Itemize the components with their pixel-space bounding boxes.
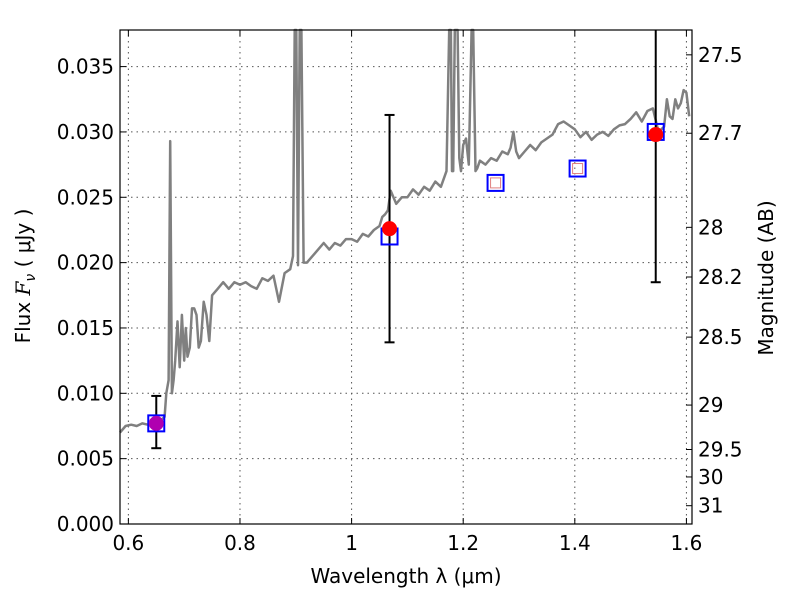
y2-tick-label: 29.5 bbox=[698, 438, 743, 462]
grid-lines bbox=[120, 30, 692, 525]
y-axis-label-symbol: F bbox=[11, 280, 35, 296]
model-photometry-square-inner bbox=[572, 163, 584, 175]
y-axis-label-unit: ( μJy ) bbox=[11, 209, 35, 274]
x-tick-label: 0.8 bbox=[224, 531, 256, 555]
x-tick-label: 1.2 bbox=[447, 531, 479, 555]
model-photometry-square-inner bbox=[490, 177, 502, 189]
model-photometry-square bbox=[568, 159, 587, 178]
y-axis-label-prefix: Flux bbox=[11, 295, 35, 343]
model-photometry-square bbox=[486, 173, 505, 192]
model-photometry-square bbox=[147, 414, 166, 433]
x-tick-label: 1 bbox=[345, 531, 358, 555]
y2-tick-label: 30 bbox=[698, 465, 723, 489]
observed-flux-point bbox=[148, 415, 164, 431]
y2-tick-label: 31 bbox=[698, 494, 723, 518]
y2-tick-label: 29 bbox=[698, 393, 723, 417]
y-tick-label: 0.035 bbox=[57, 55, 114, 79]
markers-layer bbox=[147, 122, 665, 433]
y-tick-label: 0.020 bbox=[57, 251, 114, 275]
x-tick-label: 1.4 bbox=[559, 531, 591, 555]
y-tick-label: 0.010 bbox=[57, 381, 114, 405]
x-tick-label: 0.6 bbox=[112, 531, 144, 555]
observed-flux-point bbox=[648, 127, 664, 143]
y2-tick-label: 28.2 bbox=[698, 265, 743, 289]
model-spectrum-layer bbox=[119, 28, 691, 434]
x-axis-label: Wavelength λ (μm) bbox=[310, 564, 501, 588]
y2-tick-label: 28 bbox=[698, 215, 723, 239]
y-tick-label: 0.025 bbox=[57, 185, 114, 209]
plot-frame bbox=[119, 29, 693, 525]
y-tick-label: 0.015 bbox=[57, 316, 114, 340]
y-tick-label: 0.005 bbox=[57, 447, 114, 471]
y2-tick-label: 27.5 bbox=[698, 43, 743, 67]
y-axis-label-subscript: ν bbox=[23, 274, 39, 282]
secondary-y-axis-label: Magnitude (AB) bbox=[754, 200, 778, 355]
y-tick-label: 0.000 bbox=[57, 512, 114, 536]
y2-tick-label: 28.5 bbox=[698, 325, 743, 349]
x-tick-label: 1.6 bbox=[671, 531, 703, 555]
axis-ticks: 0.6 0.8 1 1.2 1.4 1.6 0.000 0.005 0.010 0.015 0.02… bbox=[57, 30, 743, 555]
y-axis-label: Flux Fν ( μJy ) bbox=[11, 209, 39, 344]
error-bars-layer bbox=[151, 30, 661, 450]
model-spectrum-line bbox=[119, 28, 691, 434]
observed-flux-point bbox=[382, 221, 398, 237]
y-tick-label: 0.030 bbox=[57, 120, 114, 144]
y2-tick-label: 27.7 bbox=[698, 121, 743, 145]
